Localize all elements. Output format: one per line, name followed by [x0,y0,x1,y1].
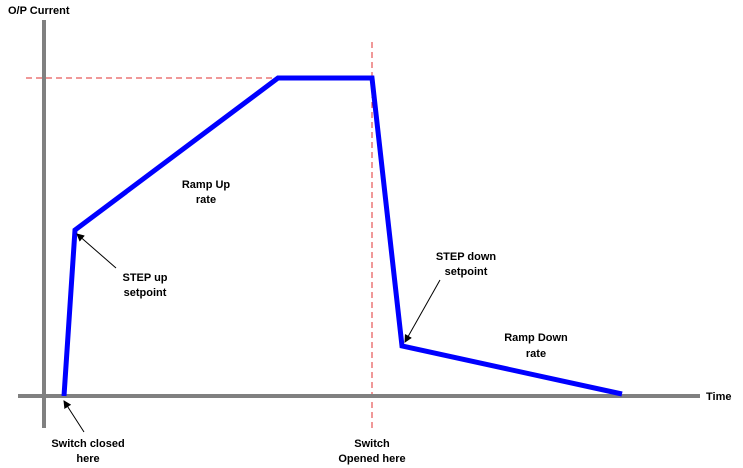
ramp-down-label-line-1: Ramp Down [504,332,568,344]
switch-opened-label-line-2: Opened here [338,453,405,465]
y-axis-label: O/P Current [8,5,70,17]
ramp-down-label-line-2: rate [526,348,546,360]
step-down-arrow [404,279,441,343]
step-down-label-line-2: setpoint [445,266,488,278]
step-up-label-line-1: STEP up [122,272,167,284]
ramp-up-label-line-1: Ramp Up [182,179,231,191]
current-profile-curve [61,75,623,397]
x-axis-label: Time [706,391,731,403]
switch-closed-arrow [63,400,85,433]
switch-closed-label-line-1: Switch closed [51,438,124,450]
step-up-label-line-2: setpoint [124,287,167,299]
ramp-up-label-line-2: rate [196,194,216,206]
step-up-arrow [76,233,117,269]
switch-closed-label-line-2: here [76,453,99,465]
step-down-label-line-1: STEP down [436,251,497,263]
switch-opened-label-line-1: Switch [354,438,390,450]
